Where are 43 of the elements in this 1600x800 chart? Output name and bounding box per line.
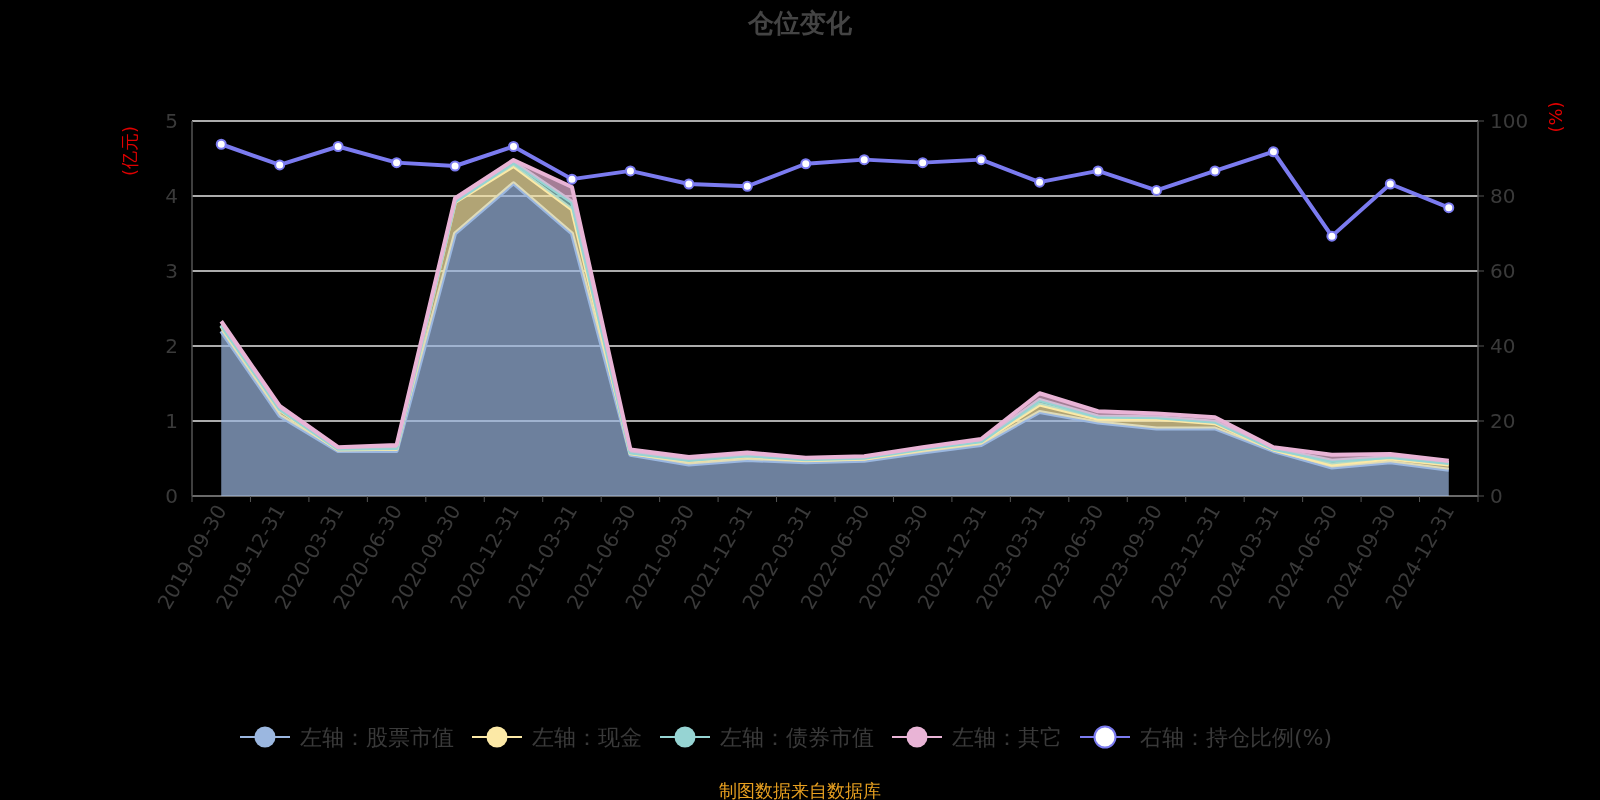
text: 制图数据来自数据库: [719, 780, 881, 800]
point: [1209, 165, 1221, 177]
point: [1267, 146, 1279, 158]
y2-tick-label: 20: [1490, 409, 1516, 433]
legend-label: 左轴：现金: [532, 725, 642, 750]
point: [683, 178, 695, 190]
point: [449, 160, 461, 172]
point: [215, 138, 227, 150]
point: [391, 157, 403, 169]
point: [332, 141, 344, 152]
y2-tick-label: 60: [1490, 259, 1516, 283]
point: [566, 173, 578, 185]
y2-tick-label: 100: [1490, 109, 1529, 133]
y2-tick-label: 0: [1490, 484, 1503, 508]
point: [1151, 184, 1162, 196]
point: [1384, 178, 1396, 190]
y2-axis-title: (%): [1545, 101, 1566, 133]
point: [274, 159, 286, 171]
point: [917, 157, 929, 169]
y2-tick-label: 80: [1490, 184, 1516, 208]
y-tick-label: 4: [165, 184, 178, 208]
point: [800, 158, 812, 170]
y-axis-title: (亿元): [119, 125, 140, 177]
point: [1443, 202, 1455, 214]
y-tick-label: 3: [165, 259, 178, 283]
legend-label: 左轴：债券市值: [720, 725, 874, 750]
point: [1034, 176, 1046, 188]
legend-label: 左轴：股票市值: [300, 725, 454, 750]
chart-title: 仓位变化: [747, 8, 853, 38]
y2-tick-label: 40: [1490, 334, 1516, 358]
y-tick-label: 5: [165, 109, 178, 133]
point: [508, 141, 519, 152]
point: [858, 154, 870, 166]
y-tick-label: 2: [165, 334, 178, 358]
point: [1326, 230, 1338, 242]
point: [1092, 165, 1104, 177]
legend-label: 右轴：持仓比例(%): [1140, 725, 1333, 750]
point: [624, 165, 636, 177]
legend-label: 左轴：其它: [952, 725, 1062, 750]
y-tick-label: 0: [165, 484, 178, 508]
point: [975, 154, 987, 166]
y-tick-label: 1: [165, 409, 178, 433]
point: [741, 180, 753, 192]
